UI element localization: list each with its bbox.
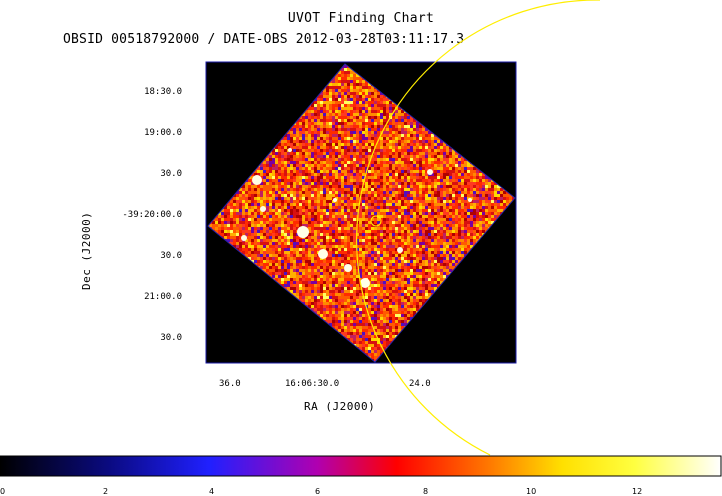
chart-subtitle: OBSID 00518792000 / DATE-OBS 2012-03-28T…	[63, 32, 465, 47]
colorbar-tick: 8	[423, 487, 429, 496]
x-axis-label: RA (J2000)	[304, 400, 376, 413]
point-source	[344, 264, 352, 272]
point-source	[360, 278, 370, 288]
ra-tick: 24.0	[409, 379, 431, 389]
colorbar-tick: 4	[209, 487, 215, 496]
colorbar-tick: 6	[315, 487, 321, 496]
colorbar-tick: 10	[526, 487, 537, 496]
dec-tick: 18:30.0	[144, 87, 182, 97]
colorbar-tick: 0	[0, 487, 6, 496]
image-frame	[205, 61, 517, 364]
point-source	[397, 247, 403, 253]
chart-title: UVOT Finding Chart	[287, 11, 435, 26]
point-source	[427, 169, 433, 175]
dec-tick: -39:20:00.0	[122, 210, 182, 220]
point-source	[241, 235, 247, 241]
dec-tick: 19:00.0	[144, 128, 182, 138]
dec-tick: 30.0	[160, 251, 182, 261]
dec-tick: 21:00.0	[144, 292, 182, 302]
point-source	[252, 175, 262, 185]
colorbar	[0, 455, 722, 477]
ra-tick: 16:06:30.0	[285, 379, 340, 389]
error-circle-large	[356, 0, 600, 456]
dec-tick: 30.0	[160, 333, 182, 343]
dec-tick: 30.0	[160, 169, 182, 179]
colorbar-tick: 2	[103, 487, 109, 496]
target-circle	[370, 215, 382, 227]
point-source	[333, 198, 337, 202]
y-axis-label: Dec (J2000)	[80, 211, 93, 290]
point-source	[288, 148, 292, 152]
ra-tick: 36.0	[219, 379, 241, 389]
colorbar-tick: 12	[632, 487, 643, 496]
point-source	[468, 198, 472, 202]
point-source	[260, 206, 266, 212]
point-source	[318, 249, 328, 259]
point-source	[297, 226, 309, 238]
image-footprint	[207, 63, 516, 363]
bright-sources	[241, 148, 472, 288]
